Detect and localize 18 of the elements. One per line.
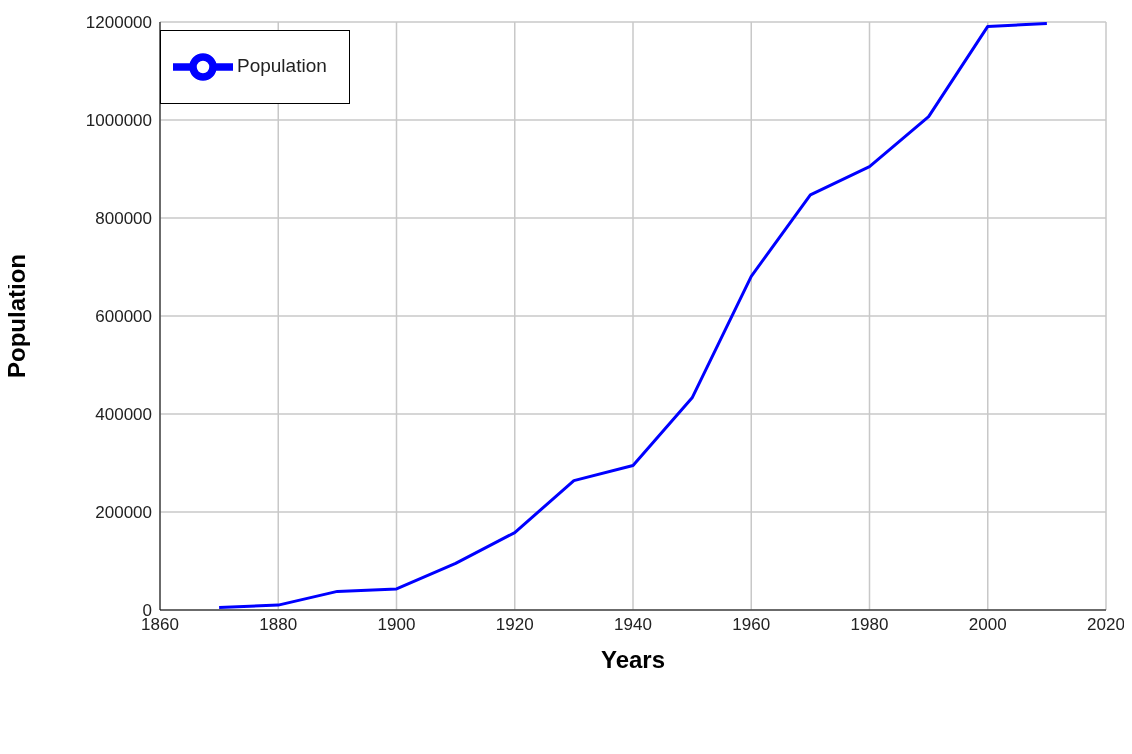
y-tick-label: 1200000 xyxy=(85,13,152,33)
x-tick-label: 2020 xyxy=(1087,615,1125,635)
x-tick-label: 1920 xyxy=(495,615,534,635)
x-tick-label: 1900 xyxy=(377,615,416,635)
y-tick-label: 200000 xyxy=(95,503,152,523)
y-tick-label: 400000 xyxy=(95,405,152,425)
legend-label: Population xyxy=(237,55,327,77)
x-tick-label: 1880 xyxy=(259,615,298,635)
y-tick-label: 1000000 xyxy=(85,111,152,131)
y-tick-label: 800000 xyxy=(95,209,152,229)
y-axis-title: Population xyxy=(2,254,30,378)
x-tick-label: 1940 xyxy=(614,615,652,635)
x-axis-title: Years xyxy=(600,646,666,673)
y-tick-label: 600000 xyxy=(95,307,152,327)
line-series xyxy=(217,22,1049,610)
x-tick-label: 1960 xyxy=(732,615,771,635)
x-tick-label: 1980 xyxy=(850,615,889,635)
x-tick-label: 2000 xyxy=(968,615,1007,635)
